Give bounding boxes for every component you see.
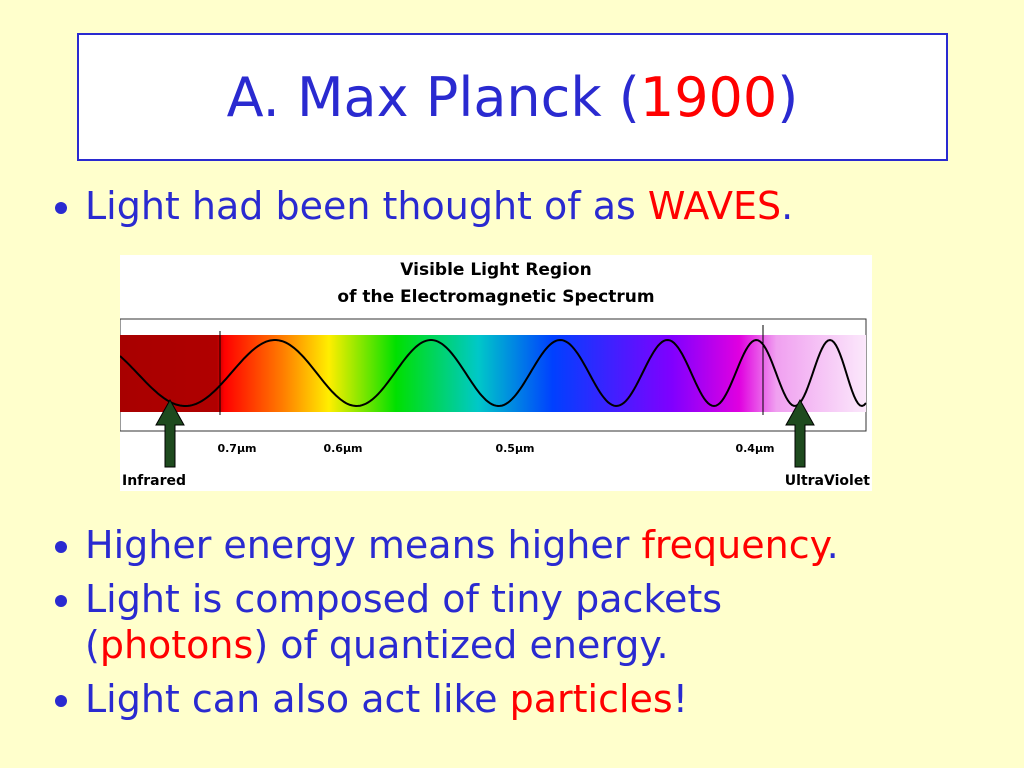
- text-run: frequency: [641, 523, 827, 567]
- bullet: Light is composed of tiny packets (photo…: [85, 576, 905, 668]
- arrow: [785, 398, 815, 468]
- text-run: !: [672, 677, 688, 721]
- text-run: A. Max Planck (: [226, 65, 640, 129]
- text-run: Light is composed of tiny packets (: [85, 577, 735, 667]
- bullet-list: Light had been thought of as WAVES.: [45, 183, 985, 237]
- figure-title: Visible Light Region: [400, 260, 591, 280]
- figure-title: of the Electromagnetic Spectrum: [337, 287, 654, 307]
- text-run: WAVES: [647, 184, 782, 228]
- text-run: .: [826, 523, 839, 567]
- spectrum-band: [120, 335, 866, 412]
- text-run: particles: [509, 677, 673, 721]
- text-run: Light had been thought of as: [85, 184, 648, 228]
- infrared-label: Infrared: [122, 473, 186, 489]
- scale-label: 0.5µm: [495, 442, 534, 455]
- text-run: .: [781, 184, 794, 228]
- title-box: A. Max Planck (1900): [77, 33, 948, 161]
- text-run: 1900: [639, 65, 778, 129]
- scale-label: 0.7µm: [217, 442, 256, 455]
- ultraviolet-label: UltraViolet: [785, 473, 871, 489]
- text-run: ): [777, 65, 799, 129]
- bullet: Light had been thought of as WAVES.: [85, 183, 985, 229]
- bullet: Higher energy means higher frequency.: [85, 522, 905, 568]
- scale-label: 0.6µm: [323, 442, 362, 455]
- bullet-list: Higher energy means higher frequency. Lig…: [45, 522, 905, 730]
- bullet: Light can also act like particles!: [85, 676, 905, 722]
- spectrum-figure: Visible Light Region of the Electromagne…: [120, 255, 872, 491]
- scale-label: 0.4µm: [735, 442, 774, 455]
- text-run: Light can also act like: [85, 677, 510, 721]
- text-run: ) of quantized energy.: [253, 623, 669, 667]
- text-run: Higher energy means higher: [85, 523, 642, 567]
- text-run: photons: [99, 623, 254, 667]
- arrow: [155, 398, 185, 468]
- wave: [120, 338, 867, 408]
